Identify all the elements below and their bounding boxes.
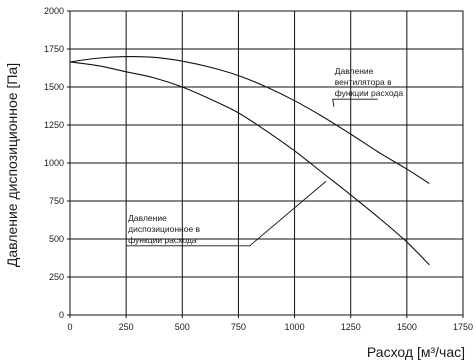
y-tick-label: 250 bbox=[49, 272, 64, 282]
y-tick-label: 1250 bbox=[44, 120, 64, 130]
x-tick-label: 1250 bbox=[341, 322, 361, 332]
x-tick-label: 750 bbox=[231, 322, 246, 332]
series-line-fan bbox=[69, 56, 430, 184]
annotation-text-line: функции расхода bbox=[335, 88, 404, 98]
annotation-text-line: функции расхода bbox=[128, 235, 197, 245]
tick-layer: 0 250 500 750 1000 1250 1500 1750 2000 0 250 500 750… bbox=[44, 6, 473, 332]
annotation-leader bbox=[332, 99, 335, 107]
y-axis-title: Давление диспозиционное [Па] bbox=[4, 63, 20, 267]
x-tick-label: 250 bbox=[119, 322, 134, 332]
y-tick-label: 1500 bbox=[44, 82, 64, 92]
x-axis-title: Расход [м³/час] bbox=[367, 344, 465, 360]
y-tick-label: 750 bbox=[49, 196, 64, 206]
y-tick-label: 1750 bbox=[44, 44, 64, 54]
series-layer bbox=[69, 56, 430, 266]
y-tick-label: 0 bbox=[59, 310, 64, 320]
y-tick-label: 2000 bbox=[44, 6, 64, 16]
annotation-text-line: Давление bbox=[128, 213, 167, 223]
annotation-leader bbox=[249, 180, 327, 247]
x-tick-label: 0 bbox=[67, 322, 72, 332]
x-tick-label: 500 bbox=[175, 322, 190, 332]
annotation-text-line: Давление bbox=[335, 66, 374, 76]
x-tick-label: 1750 bbox=[453, 322, 473, 332]
y-tick-label: 1000 bbox=[44, 158, 64, 168]
x-tick-label: 1500 bbox=[397, 322, 417, 332]
y-tick-label: 500 bbox=[49, 234, 64, 244]
annotation-text-line: вентилятора в bbox=[335, 77, 392, 87]
x-tick-label: 1000 bbox=[285, 322, 305, 332]
series-line-available bbox=[69, 61, 430, 266]
plot-frame bbox=[69, 10, 464, 316]
annotation-text-line: диспозиционное в bbox=[128, 224, 200, 234]
